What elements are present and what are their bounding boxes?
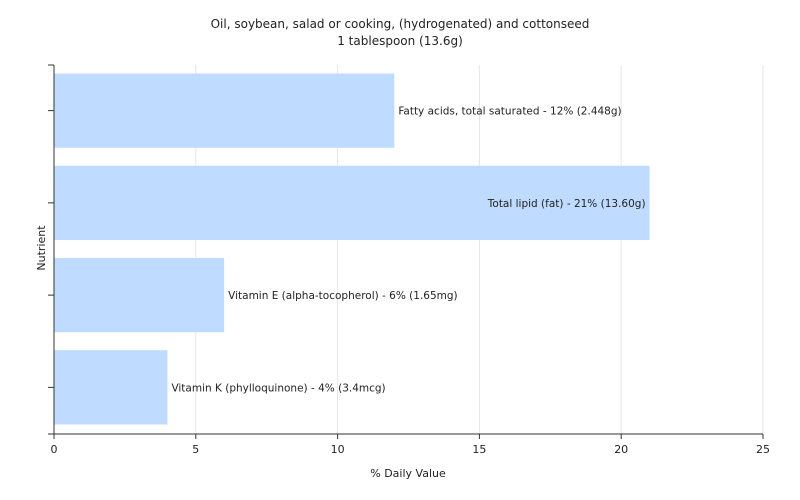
x-tick-label-3: 15 (472, 443, 486, 456)
x-tick-label-0: 0 (51, 443, 58, 456)
x-tick-label-4: 20 (614, 443, 628, 456)
x-tick-label-5: 25 (756, 443, 770, 456)
chart-subtitle: 1 tablespoon (13.6g) (337, 34, 463, 48)
bar-3 (54, 350, 168, 425)
x-axis-label: % Daily Value (370, 467, 446, 480)
data-label-3: Vitamin K (phylloquinone) - 4% (3.4mcg) (171, 382, 385, 394)
data-label-0: Fatty acids, total saturated - 12% (2.44… (398, 106, 621, 118)
bar-0 (54, 73, 395, 148)
x-tick-label-1: 5 (192, 443, 199, 456)
bars (54, 73, 650, 425)
y-axis-label: Nutrient (35, 225, 48, 271)
data-labels: Fatty acids, total saturated - 12% (2.44… (171, 106, 645, 395)
chart-title: Oil, soybean, salad or cooking, (hydroge… (211, 17, 590, 31)
axes: 0 5 10 15 20 25 (48, 64, 770, 456)
data-label-1: Total lipid (fat) - 21% (13.60g) (487, 198, 646, 210)
x-tick-label-2: 10 (331, 443, 345, 456)
bar-2 (54, 257, 225, 333)
bar-1 (54, 165, 650, 241)
data-label-2: Vitamin E (alpha-tocopherol) - 6% (1.65m… (228, 290, 458, 302)
